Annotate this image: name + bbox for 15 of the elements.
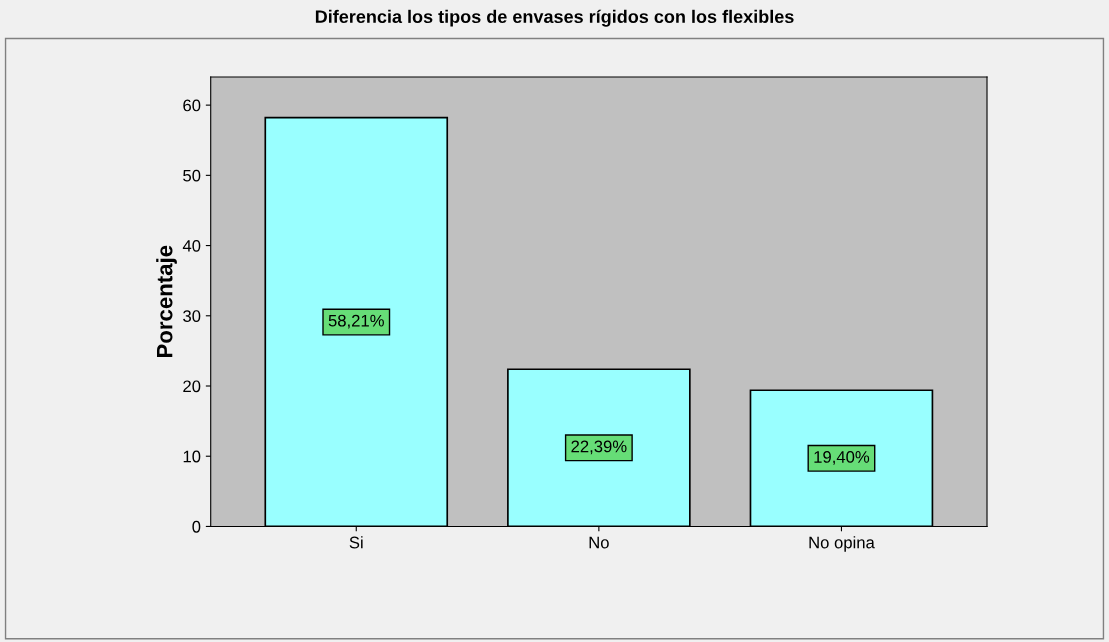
y-tick-label: 50 bbox=[183, 169, 201, 182]
y-tick-label: 40 bbox=[182, 239, 201, 252]
data-label: 22,39% bbox=[571, 440, 627, 455]
y-tick-label: 10 bbox=[183, 450, 201, 463]
x-tick-label: No opina bbox=[809, 536, 875, 552]
y-tick-label: 30 bbox=[183, 310, 201, 322]
y-axis-title: Porcentaje bbox=[156, 245, 177, 358]
x-tick-label: No bbox=[589, 536, 609, 549]
chart-title: Diferencia los tipos de envases rígidos con los flexibles bbox=[315, 9, 794, 27]
y-tick-label: 20 bbox=[183, 380, 201, 393]
data-label: 58,21% bbox=[328, 314, 384, 329]
x-tick-label: Si bbox=[349, 536, 363, 549]
y-tick-label: 60 bbox=[183, 99, 201, 112]
data-label: 19,40% bbox=[814, 451, 870, 465]
y-tick-label: 0 bbox=[192, 520, 201, 533]
